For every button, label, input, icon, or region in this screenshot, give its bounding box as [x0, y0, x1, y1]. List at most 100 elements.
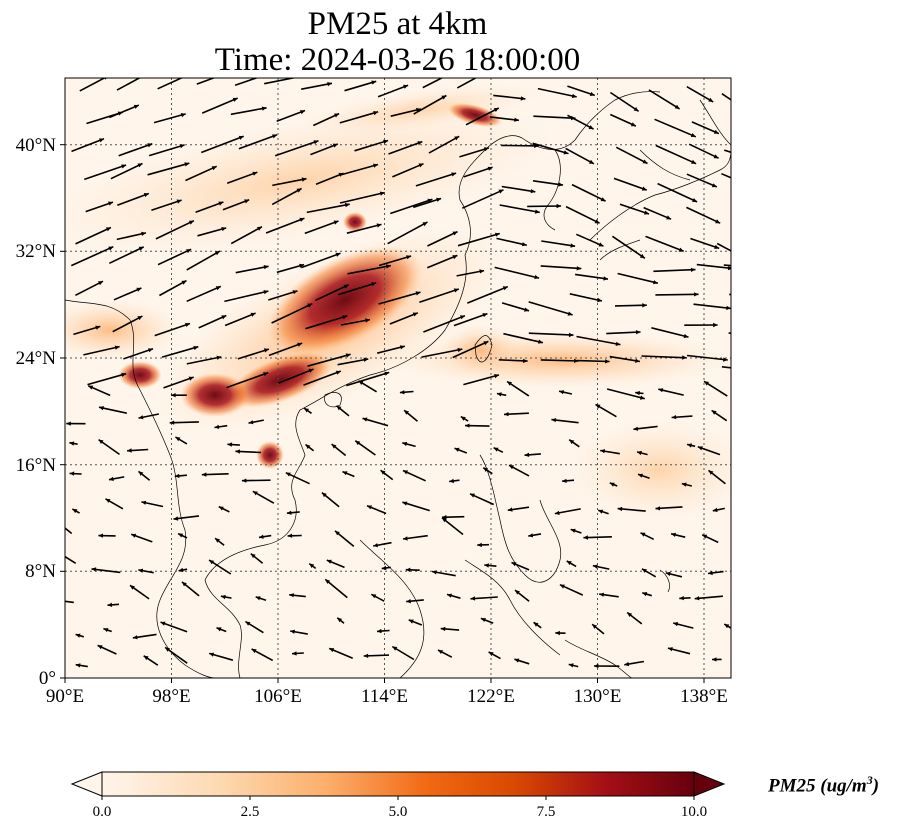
wind-arrow-shaft	[155, 219, 195, 240]
wind-arrow-shaft	[75, 280, 104, 297]
wind-arrow-head	[558, 182, 563, 187]
wind-arrow-head	[597, 297, 602, 303]
wind-arrow-head	[724, 624, 730, 629]
wind-arrow-shaft	[116, 78, 141, 91]
wind-arrow-head	[384, 371, 390, 376]
wind-arrow-head	[653, 280, 658, 285]
wind-arrow-head	[286, 510, 292, 515]
wind-arrow-shaft	[185, 165, 218, 182]
wind-arrow-head	[758, 188, 763, 192]
wind-arrow-head	[342, 315, 348, 320]
wind-arrow-head	[598, 509, 604, 514]
wind-arrow-head	[574, 358, 579, 363]
wind-arrow-head	[263, 290, 269, 295]
wind-arrow-shaft	[91, 568, 121, 574]
wind-arrow-head	[589, 91, 595, 96]
wind-arrow-head	[627, 612, 633, 617]
wind-arrow-shaft	[164, 646, 188, 664]
wind-arrow-head	[694, 596, 700, 601]
wind-arrow-head	[109, 476, 114, 481]
wind-arrow-head	[713, 129, 719, 134]
wind-arrow-head	[715, 219, 721, 224]
wind-arrow-shaft	[609, 91, 640, 112]
wind-arrow-shaft	[305, 315, 348, 330]
wind-arrow-shaft	[201, 135, 244, 154]
coastlines	[65, 91, 731, 678]
lon-tick-label: 138°E	[680, 686, 728, 707]
wind-arrow-head	[309, 563, 315, 568]
wind-arrow-head	[216, 627, 222, 632]
wind-arrow-head	[392, 646, 398, 651]
wind-arrow-head	[524, 307, 529, 312]
wind-arrow-head	[191, 71, 196, 75]
wind-arrow-head	[451, 172, 457, 177]
wind-arrow-head	[363, 653, 369, 658]
wind-arrow-head	[583, 535, 588, 540]
wind-arrow-shaft	[532, 142, 569, 155]
wind-arrow-shaft	[655, 144, 697, 165]
wind-arrow-shaft	[463, 166, 493, 178]
wind-arrow-shaft	[83, 345, 120, 356]
wind-arrow-head	[633, 107, 639, 112]
wind-arrow-head	[380, 470, 386, 475]
wind-arrow-shaft	[428, 135, 460, 154]
wind-arrow-head	[308, 368, 314, 373]
wind-arrow-head	[220, 594, 226, 600]
wind-arrow-shaft	[728, 332, 731, 335]
wind-arrow-head	[56, 551, 61, 555]
wind-arrow-head	[673, 622, 679, 627]
wind-arrow-head	[98, 533, 103, 538]
wind-arrow-head	[259, 534, 264, 539]
wind-arrow-head	[136, 287, 142, 292]
wind-arrow-shaft	[688, 143, 719, 159]
wind-arrow-head	[72, 509, 78, 514]
lat-tick-label: 0°	[39, 668, 56, 689]
wind-arrow-shaft	[413, 94, 447, 115]
wind-arrow-head	[321, 492, 327, 498]
wind-arrow-shaft	[690, 237, 720, 250]
wind-arrow-head	[326, 559, 332, 564]
wind-arrow-shaft	[160, 621, 188, 633]
wind-arrow-head	[108, 246, 114, 251]
wind-arrow-shaft	[98, 406, 127, 414]
wind-arrow-head	[188, 376, 194, 381]
wind-arrow-head	[105, 227, 111, 232]
wind-arrow-head	[609, 482, 615, 487]
wind-arrow-head	[678, 247, 684, 252]
wind-arrow-head	[373, 543, 378, 548]
wind-arrow-shaft	[613, 177, 648, 191]
wind-arrow-shaft	[161, 345, 199, 358]
wind-arrow-shaft	[339, 111, 379, 124]
wind-arrow-head	[502, 286, 508, 291]
wind-arrow-shaft	[723, 264, 731, 267]
wind-arrow-shaft	[71, 138, 105, 153]
wind-arrow-head	[496, 392, 502, 397]
wind-arrow-shaft	[496, 237, 527, 246]
wind-arrow-head	[635, 358, 640, 363]
wind-arrow-head	[598, 242, 604, 247]
wind-arrow-head	[457, 347, 463, 353]
wind-arrow-shaft	[153, 113, 186, 124]
wind-arrow-head	[97, 645, 103, 650]
wind-arrow-head	[538, 339, 543, 344]
wind-arrow-head	[764, 339, 769, 343]
wind-arrow-head	[759, 122, 764, 126]
wind-arrow-shaft	[234, 78, 259, 86]
wind-arrow-head	[54, 598, 59, 602]
wind-arrow-head	[141, 500, 147, 505]
wind-arrow-head	[299, 217, 305, 222]
wind-arrow-head	[592, 624, 597, 629]
wind-arrow-head	[454, 136, 460, 141]
wind-arrow-head	[399, 390, 405, 395]
wind-arrow-shaft	[315, 172, 344, 185]
wind-arrow-shaft	[576, 335, 621, 346]
wind-arrow-shaft	[583, 536, 612, 539]
wind-arrow-shaft	[653, 268, 696, 273]
wind-arrow-head	[332, 143, 338, 148]
wind-arrow-head	[624, 661, 630, 667]
wind-arrow-shaft	[456, 269, 485, 277]
wind-arrow-shaft	[222, 199, 250, 211]
wind-arrow-head	[171, 393, 176, 398]
wind-arrow-head	[69, 441, 75, 446]
wind-arrow-head	[658, 388, 664, 393]
